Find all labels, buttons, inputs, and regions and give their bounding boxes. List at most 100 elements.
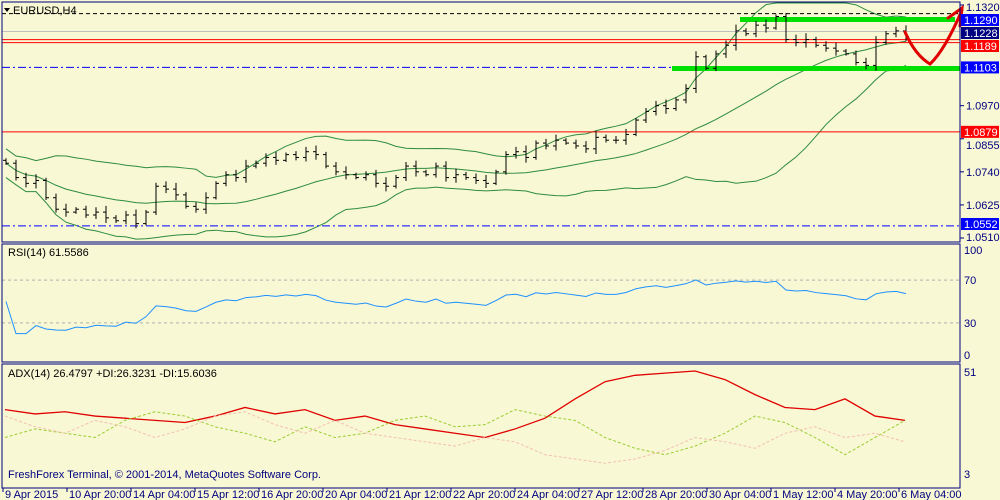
candle — [103, 205, 109, 224]
time-tick-label: 24 Apr 04:00 — [517, 489, 579, 500]
price-label-bg — [961, 40, 999, 52]
candle — [813, 36, 819, 48]
price-label-bg — [961, 125, 999, 138]
candle — [163, 181, 169, 194]
candle — [463, 171, 469, 180]
candle — [33, 174, 39, 189]
candle — [453, 168, 459, 183]
price-level-label: 1.1103 — [964, 62, 997, 74]
price-tick-label: 1.0625 — [966, 200, 1000, 212]
price-level-label: 1.0879 — [964, 127, 998, 139]
candle — [893, 26, 899, 38]
time-tick-label: 9 Apr 2015 — [5, 489, 58, 500]
adx-tick-label: 51 — [964, 367, 976, 379]
candle — [823, 41, 829, 52]
rsi-pane — [2, 279, 960, 335]
candle — [383, 177, 389, 192]
candle — [413, 160, 419, 177]
bollinger-lower-line — [5, 65, 907, 240]
chart-title-group: EURUSD,H4 — [4, 5, 77, 17]
candle — [243, 159, 249, 183]
candle — [443, 161, 449, 182]
candle — [653, 100, 659, 116]
price-tick-label: 1.0855 — [966, 140, 1000, 152]
candle — [503, 151, 509, 175]
time-tick-label: 21 Apr 12:00 — [389, 489, 451, 500]
adx-pane — [4, 370, 906, 464]
candle — [183, 192, 189, 209]
candle — [683, 84, 689, 104]
price-level-label: 1.1290 — [964, 15, 998, 27]
price-level-label: 1.0552 — [964, 219, 998, 231]
candle — [583, 141, 589, 153]
time-tick-label: 10 Apr 20:00 — [69, 489, 131, 500]
candle — [733, 24, 739, 51]
dropdown-triangle-icon[interactable] — [4, 8, 10, 12]
candle — [743, 28, 749, 37]
candle — [703, 54, 709, 71]
candle — [723, 40, 729, 58]
rsi-tick-label: 100 — [964, 245, 982, 257]
time-tick-label: 27 Apr 12:00 — [581, 489, 643, 500]
candle — [633, 117, 639, 137]
candle — [883, 31, 889, 45]
support-highlight — [672, 66, 960, 71]
candle — [343, 166, 349, 180]
candle — [203, 192, 209, 214]
candle — [153, 182, 159, 215]
price-tick-label: 1.0740 — [966, 167, 1000, 179]
candle — [843, 48, 849, 56]
candle — [373, 169, 379, 188]
adx-title: ADX(14) 26.4797 +DI:26.3231 -DI:15.6036 — [8, 368, 217, 380]
price-label-bg — [961, 27, 999, 39]
candle — [693, 51, 699, 94]
rsi-line — [5, 279, 907, 335]
time-tick-label: 22 Apr 20:00 — [453, 489, 515, 500]
candle — [753, 20, 759, 38]
candle — [93, 207, 99, 220]
candle — [43, 177, 49, 201]
arrow-annotation — [903, 4, 964, 66]
candle — [533, 140, 539, 160]
candle — [643, 107, 649, 123]
candle — [513, 146, 519, 159]
minus-di-line — [4, 411, 906, 464]
price-tick-label: 1.1320 — [966, 2, 1000, 14]
candle — [473, 173, 479, 184]
candle — [223, 171, 229, 187]
time-tick-label: 4 May 20:00 — [837, 489, 898, 500]
candle — [403, 161, 409, 182]
candle — [13, 159, 19, 181]
candle — [73, 207, 79, 214]
candle — [143, 210, 149, 226]
adx-line — [4, 370, 906, 439]
candle — [863, 57, 869, 70]
candle — [113, 215, 119, 224]
candle — [603, 134, 609, 143]
time-tick-label: 6 May 04:00 — [901, 489, 962, 500]
price-pane — [2, 2, 964, 240]
candle — [803, 33, 809, 48]
price-label-bg — [961, 14, 999, 26]
time-tick-label: 16 Apr 20:00 — [261, 489, 323, 500]
candle — [553, 134, 559, 151]
time-tick-label: 15 Apr 12:00 — [197, 489, 259, 500]
pane-frame — [1, 363, 961, 489]
candle — [273, 151, 279, 165]
candle — [393, 174, 399, 189]
candle — [433, 162, 439, 178]
candle — [83, 205, 89, 218]
resistance-highlight — [740, 17, 955, 22]
candle — [123, 210, 129, 225]
time-tick-label: 20 Apr 04:00 — [325, 489, 387, 500]
copyright-text: FreshForex Terminal, © 2001-2014, MetaQu… — [8, 469, 321, 481]
candle — [613, 136, 619, 144]
candle — [833, 42, 839, 56]
price-level-label: 1.1189 — [964, 41, 997, 53]
rsi-tick-label: 0 — [964, 350, 970, 362]
candle — [363, 171, 369, 181]
time-tick-label: 14 Apr 04:00 — [133, 489, 195, 500]
rsi-title: RSI(14) 61.5586 — [8, 247, 89, 259]
